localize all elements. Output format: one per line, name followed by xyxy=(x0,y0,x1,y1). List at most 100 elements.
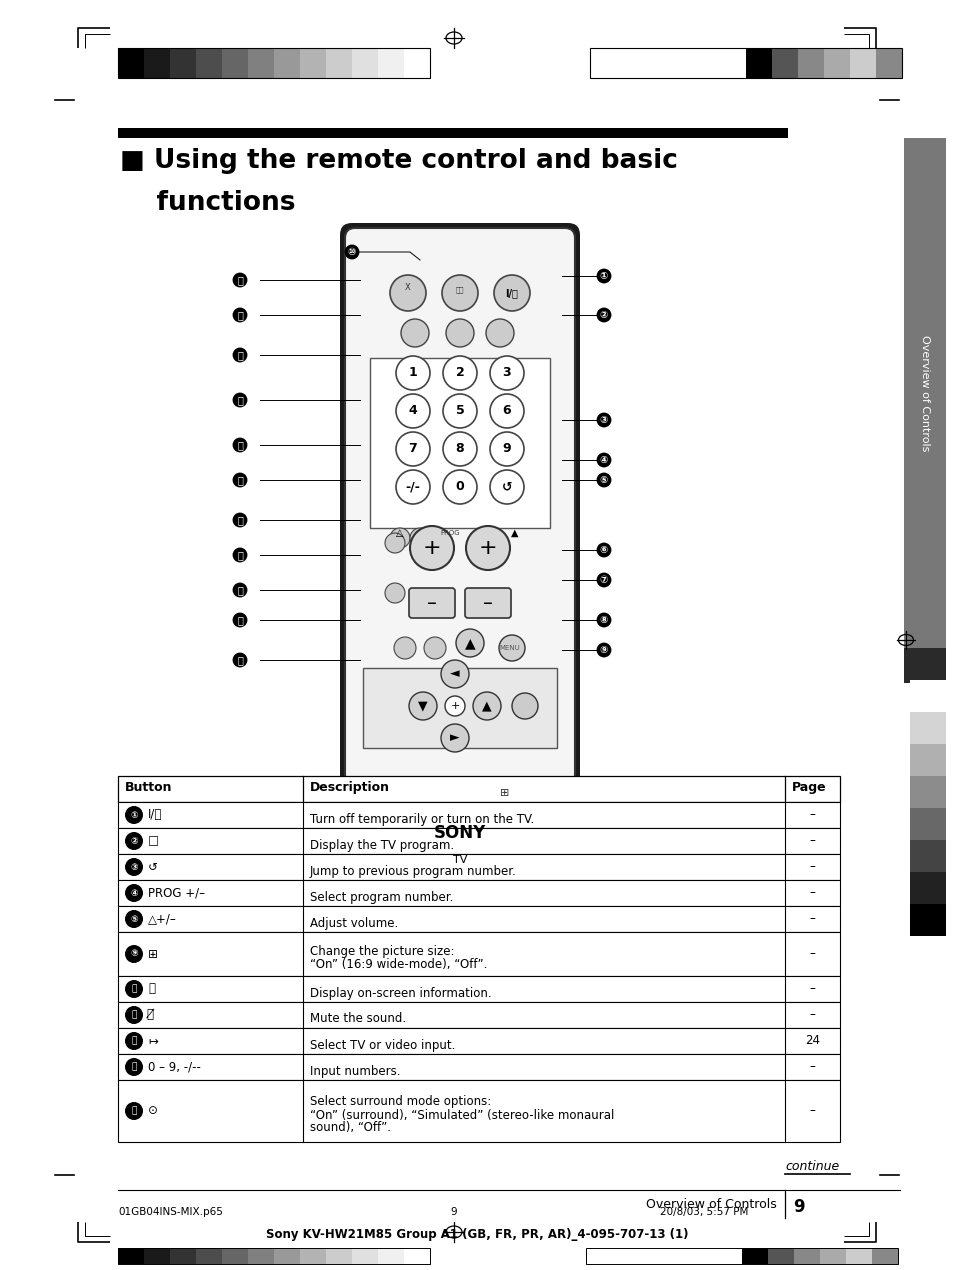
Text: –: – xyxy=(809,1060,815,1073)
Bar xyxy=(909,776,945,808)
Text: Input numbers.: Input numbers. xyxy=(310,1064,400,1077)
Text: Button: Button xyxy=(125,781,172,794)
Text: ⑯: ⑯ xyxy=(132,984,136,993)
Text: ⑥: ⑥ xyxy=(599,545,607,555)
Text: ►: ► xyxy=(450,732,459,744)
Text: ③: ③ xyxy=(130,862,137,871)
Circle shape xyxy=(494,276,530,311)
Bar xyxy=(767,1248,793,1264)
Circle shape xyxy=(125,1033,143,1050)
Text: ⊞: ⊞ xyxy=(148,947,157,960)
Text: SONY: SONY xyxy=(434,824,486,842)
Bar xyxy=(903,138,945,648)
Bar xyxy=(693,48,720,77)
Text: ⑨: ⑨ xyxy=(130,950,137,959)
Text: ⑯: ⑯ xyxy=(236,475,243,485)
Circle shape xyxy=(125,1058,143,1076)
Bar xyxy=(118,977,840,1002)
Bar xyxy=(118,48,144,77)
Text: □: □ xyxy=(148,834,159,847)
Bar xyxy=(352,48,377,77)
Text: 01GB04INS-MIX.p65: 01GB04INS-MIX.p65 xyxy=(118,1206,223,1217)
Bar xyxy=(222,48,248,77)
FancyBboxPatch shape xyxy=(382,881,537,900)
Bar xyxy=(909,679,945,712)
Text: ⑴: ⑴ xyxy=(236,655,243,665)
Circle shape xyxy=(442,432,476,466)
Text: ⊞: ⊞ xyxy=(499,787,509,798)
Text: ③: ③ xyxy=(599,415,607,425)
Bar xyxy=(299,1248,326,1264)
Text: 0 – 9, -/--: 0 – 9, -/-- xyxy=(148,1060,201,1073)
Circle shape xyxy=(125,911,143,928)
Text: Select program number.: Select program number. xyxy=(310,890,453,903)
Text: ▲: ▲ xyxy=(481,700,492,712)
Text: X: X xyxy=(405,283,411,292)
Text: ①: ① xyxy=(130,810,137,819)
Text: 9: 9 xyxy=(502,442,511,456)
Bar xyxy=(370,358,550,528)
Bar xyxy=(797,48,823,77)
Text: 3: 3 xyxy=(502,367,511,380)
Circle shape xyxy=(394,638,416,659)
Bar xyxy=(849,48,875,77)
Text: Change the picture size:: Change the picture size: xyxy=(310,945,454,958)
Bar xyxy=(377,48,403,77)
Bar xyxy=(689,1248,716,1264)
Bar xyxy=(118,48,430,77)
Circle shape xyxy=(423,638,446,659)
Text: △+/–: △+/– xyxy=(148,913,176,926)
Text: 24: 24 xyxy=(804,1035,820,1048)
Text: ↺: ↺ xyxy=(501,480,512,494)
Circle shape xyxy=(395,470,430,504)
FancyBboxPatch shape xyxy=(409,588,455,618)
Bar xyxy=(274,48,299,77)
Bar xyxy=(170,1248,195,1264)
Text: ◄: ◄ xyxy=(450,668,459,681)
Bar xyxy=(118,128,787,138)
Circle shape xyxy=(125,832,143,850)
Text: -/-: -/- xyxy=(405,480,420,494)
Bar xyxy=(170,48,195,77)
Text: MENU: MENU xyxy=(499,645,519,652)
Text: “On” (16:9 wide-mode), “Off”.: “On” (16:9 wide-mode), “Off”. xyxy=(310,958,487,972)
Bar xyxy=(274,1248,299,1264)
Circle shape xyxy=(385,533,405,552)
Bar xyxy=(326,1248,352,1264)
Circle shape xyxy=(440,724,469,752)
Bar xyxy=(823,48,849,77)
Bar xyxy=(248,48,274,77)
Text: △: △ xyxy=(395,528,403,538)
Text: ⑶: ⑶ xyxy=(132,1106,136,1115)
Text: Page: Page xyxy=(791,781,825,794)
Text: ⑨: ⑨ xyxy=(599,645,607,655)
Circle shape xyxy=(440,660,469,688)
Circle shape xyxy=(442,356,476,390)
Bar xyxy=(118,906,840,932)
Text: –: – xyxy=(809,913,815,926)
Text: –: – xyxy=(809,1008,815,1021)
Bar xyxy=(118,1054,840,1080)
Text: –: – xyxy=(809,1105,815,1118)
Bar xyxy=(403,1248,430,1264)
Bar xyxy=(793,1248,820,1264)
Circle shape xyxy=(125,884,143,902)
FancyBboxPatch shape xyxy=(345,229,575,785)
Bar xyxy=(118,853,840,880)
Circle shape xyxy=(442,394,476,428)
Text: “On” (surround), “Simulated” (stereo-like monaural: “On” (surround), “Simulated” (stereo-lik… xyxy=(310,1109,614,1121)
Text: ▲: ▲ xyxy=(511,528,518,538)
Text: Mute the sound.: Mute the sound. xyxy=(310,1012,406,1025)
Text: Select surround mode options:: Select surround mode options: xyxy=(310,1096,491,1109)
Bar xyxy=(741,1248,767,1264)
Text: –: – xyxy=(809,886,815,899)
Text: ▼: ▼ xyxy=(417,700,427,712)
Bar xyxy=(820,1248,845,1264)
Circle shape xyxy=(125,1102,143,1120)
Bar xyxy=(909,712,945,744)
Bar xyxy=(745,48,771,77)
Text: –: – xyxy=(427,593,436,612)
Circle shape xyxy=(492,780,517,806)
Text: ⑬: ⑬ xyxy=(236,351,243,359)
Bar xyxy=(377,1248,403,1264)
